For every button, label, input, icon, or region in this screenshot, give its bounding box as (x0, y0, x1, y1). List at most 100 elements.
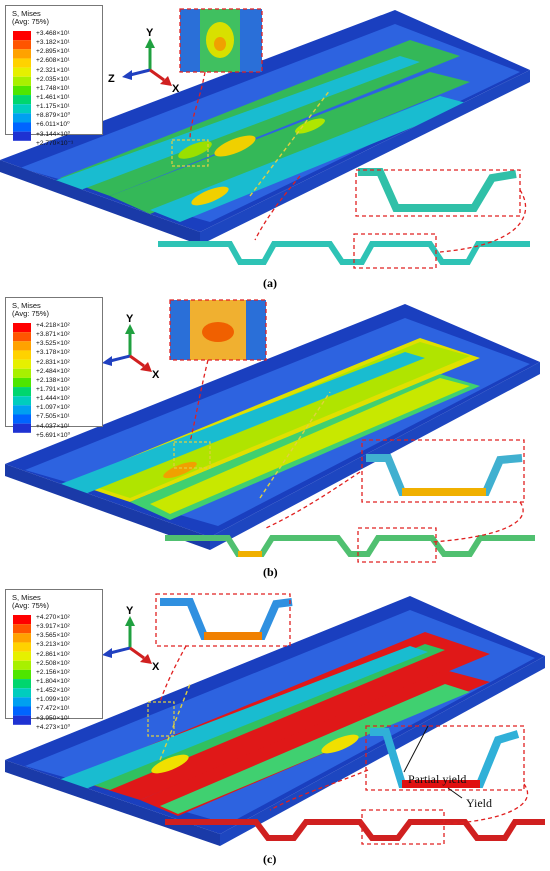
highlight-box-left (171, 139, 209, 167)
legend-value: +3.871×10² (36, 331, 70, 339)
legend-subtitle: (Avg: 75%) (12, 309, 49, 318)
colorbar-swatch (13, 359, 31, 369)
colorbar-swatch (13, 76, 31, 86)
annotation-yield: Yield (466, 796, 492, 810)
legend-value: +3.182×10¹ (36, 39, 70, 47)
legend-value: +6.011×10⁰ (36, 121, 70, 129)
legend-title: S, Mises (12, 9, 41, 18)
legend-value: +2.035×10¹ (36, 75, 70, 83)
legend-value: +7.472×10¹ (36, 705, 70, 713)
colorbar-swatch (13, 615, 31, 625)
axis-label-z: Z (108, 73, 115, 85)
legend-value: +4.037×10¹ (36, 422, 70, 430)
panel-a: Y Z X S, Mises (Avg: 75%) +3.468×10¹ +3.18… (0, 0, 550, 290)
colorbar-swatch (13, 715, 31, 725)
caption-a: (a) (263, 276, 277, 290)
legend-value: +3.178×10² (36, 349, 70, 357)
legend-b: S, Mises (Avg: 75%) +4.218×10² +3.871×10² +… (5, 297, 103, 439)
plate-model (0, 10, 530, 245)
colorbar-swatch (13, 67, 31, 77)
colorbar-swatch (13, 131, 31, 141)
axis-label-x: X (172, 83, 180, 95)
colorbar-swatch (13, 40, 31, 50)
zoom-inset-top (155, 593, 293, 647)
axis-label-x: X (152, 369, 160, 381)
colorbar-swatch (13, 688, 31, 698)
legend-colorbar (13, 31, 31, 141)
caption-b: (b) (263, 565, 278, 579)
colorbar-swatch (13, 660, 31, 670)
legend-subtitle: (Avg: 75%) (12, 17, 49, 26)
colorbar-swatch (13, 350, 31, 360)
legend-value: +2.138×10² (36, 376, 70, 384)
colorbar-swatch (13, 377, 31, 388)
highlight-box-left (147, 701, 175, 737)
annotation-partial-yield: Partial yield (408, 772, 467, 786)
legend-subtitle: (Avg: 75%) (12, 601, 49, 610)
colorbar-swatch (13, 405, 31, 415)
legend-values: +3.468×10¹ +3.182×10¹ +2.895×10¹ +2.608×10¹… (36, 29, 73, 148)
panel-b-figure: Y Z X (5, 299, 540, 563)
colorbar-swatch (13, 113, 31, 123)
panel-a-figure: Y Z X (0, 8, 530, 269)
cross-section (165, 809, 545, 845)
legend-value: +2.770×10⁻¹ (36, 139, 74, 147)
colorbar-swatch (13, 387, 31, 397)
legend-value: +1.748×10¹ (36, 84, 70, 92)
legend-a: S, Mises (Avg: 75%) +3.468×10¹ +3.182×10¹ +… (5, 5, 103, 147)
colorbar-swatch (13, 58, 31, 68)
colorbar-swatch (13, 323, 31, 333)
legend-value: +1.804×10² (36, 677, 70, 685)
legend-value: +4.218×10² (36, 322, 70, 329)
legend-c: S, Mises (Avg: 75%) +4.270×10² +3.917×10² +… (5, 589, 103, 731)
colorbar-swatch (13, 341, 31, 351)
legend-value: +3.525×10² (36, 340, 70, 348)
colorbar-swatch (13, 95, 31, 105)
colorbar-swatch (13, 414, 31, 424)
cross-section-inset (355, 168, 521, 217)
legend-value: +3.468×10¹ (36, 30, 70, 37)
colorbar-swatch (13, 49, 31, 59)
colorbar-swatch (13, 624, 31, 634)
colorbar-swatch (13, 332, 31, 342)
highlight-box-left (173, 441, 211, 469)
zoom-inset-top (169, 299, 267, 361)
section-line (249, 89, 331, 197)
legend-value: +3.565×10² (36, 632, 70, 640)
legend-value: +7.505×10¹ (36, 413, 70, 421)
colorbar-swatch (13, 31, 31, 41)
colorbar-swatch (13, 651, 31, 661)
axis-label-y: Y (126, 605, 134, 617)
colorbar-swatch (13, 706, 31, 716)
legend-value: +3.950×10¹ (36, 714, 70, 722)
legend-value: +4.270×10² (36, 614, 70, 621)
legend-value: +5.691×10⁰ (36, 431, 71, 439)
legend-value: +1.097×10² (36, 404, 70, 412)
legend-values: +4.218×10² +3.871×10² +3.525×10² +3.178×10²… (36, 321, 70, 440)
axis-label-y: Y (146, 27, 154, 39)
colorbar-swatch (13, 396, 31, 406)
colorbar-swatch (13, 104, 31, 114)
legend-value: +2.608×10¹ (36, 57, 70, 65)
colorbar-swatch (13, 642, 31, 652)
legend-value: +2.484×10² (36, 367, 70, 375)
legend-colorbar (13, 323, 31, 433)
plate-model (5, 596, 545, 846)
legend-value: +8.879×10⁰ (36, 112, 71, 120)
colorbar-swatch (13, 679, 31, 689)
zoom-inset-top (179, 8, 263, 73)
legend-value: +1.791×10² (36, 385, 70, 393)
panel-c: Y Z X S, Mises(Avg: 75%) +4.270×10² +3.91… (0, 584, 550, 871)
panel-c-figure: Y Z X (5, 593, 545, 846)
caption-c: (c) (263, 852, 277, 866)
legend-value: +2.831×10² (36, 358, 70, 366)
legend-value: +1.461×10¹ (36, 93, 70, 101)
legend-values: +4.270×10² +3.917×10² +3.565×10² +3.213×10²… (36, 613, 70, 732)
axis-triad: Y Z X (108, 27, 180, 95)
legend-value: +2.861×10² (36, 650, 70, 658)
colorbar-swatch (13, 633, 31, 643)
colorbar-swatch (13, 669, 31, 680)
legend-value: +2.321×10¹ (36, 66, 70, 74)
axis-label-y: Y (126, 313, 134, 325)
legend-value: +3.213×10² (36, 641, 70, 649)
